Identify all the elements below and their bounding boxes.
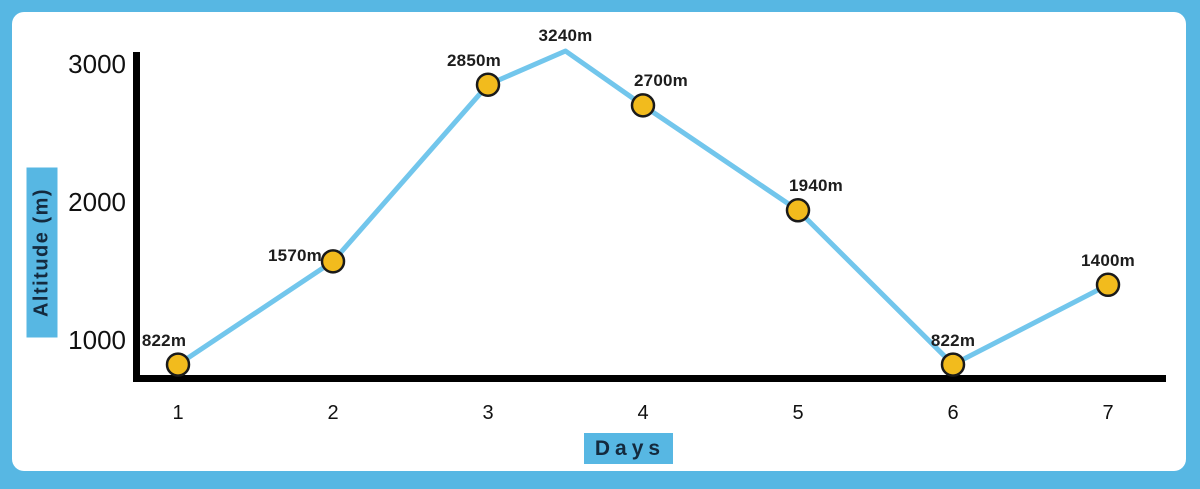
point-label-1570m-day-2: 1570m <box>268 246 322 266</box>
y-tick-label-2000: 2000 <box>68 187 126 217</box>
x-tick-label-6: 6 <box>947 402 959 424</box>
point-label-822m-day-1: 822m <box>141 330 187 350</box>
data-point-marker-day-3 <box>475 72 501 97</box>
x-tick-label-2: 2 <box>327 402 339 424</box>
data-point-marker-day-7 <box>1095 272 1121 298</box>
data-point-marker-day-2 <box>320 249 346 274</box>
x-tick-label-7: 7 <box>1102 402 1114 424</box>
chart-panel <box>12 12 1186 471</box>
data-point-marker-day-4 <box>630 93 656 118</box>
point-label-1940m-day-5: 1940m <box>789 176 843 196</box>
y-axis-title: Altitude (m) <box>26 167 58 338</box>
altitude-line-series <box>175 48 1111 368</box>
data-point-marker-day-6 <box>940 352 966 377</box>
data-point-marker-day-5 <box>785 198 811 223</box>
x-tick-label-5: 5 <box>792 402 804 424</box>
point-label-3240m-day-3.5: 3240m <box>538 26 593 45</box>
x-axis-title-text: Days <box>594 436 666 460</box>
y-tick-label-1000: 1000 <box>68 325 126 355</box>
x-tick-label-3: 3 <box>482 402 494 424</box>
y-tick-label-3000: 3000 <box>68 49 126 79</box>
data-point-markers <box>165 72 1121 377</box>
point-label-2850m-day-3: 2850m <box>447 50 501 70</box>
x-tick-label-1: 1 <box>172 402 184 424</box>
point-label-822m-day-6: 822m <box>930 330 976 350</box>
data-point-marker-day-1 <box>165 352 191 377</box>
x-tick-label-4: 4 <box>637 402 649 424</box>
point-label-2700m-day-4: 2700m <box>634 71 688 91</box>
point-label-1400m-day-7: 1400m <box>1081 250 1135 270</box>
y-axis-title-text: Altitude (m) <box>30 187 53 318</box>
x-axis-title: Days <box>584 433 673 464</box>
